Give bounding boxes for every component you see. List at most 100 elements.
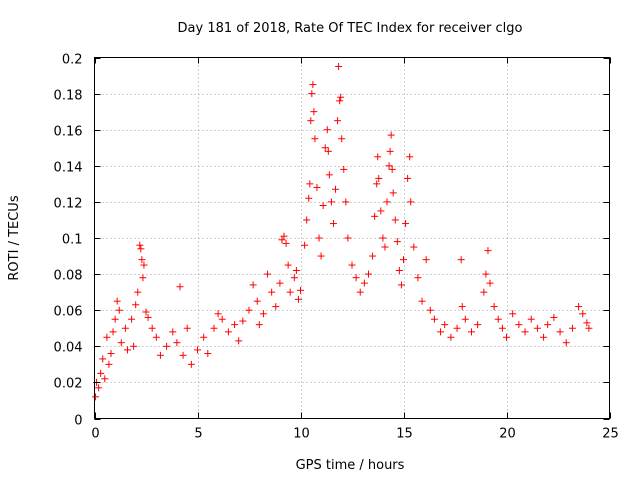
data-point	[278, 236, 286, 244]
data-point	[402, 220, 410, 228]
data-point	[200, 333, 208, 341]
data-point	[218, 315, 226, 323]
x-tick-labels: 0 5 10 15 20 25	[91, 427, 618, 442]
data-point	[329, 220, 337, 228]
data-point	[214, 310, 222, 318]
y-tick-label: 0.18	[54, 89, 83, 104]
data-point	[387, 131, 395, 139]
data-point	[290, 274, 298, 282]
data-point	[140, 261, 148, 269]
data-point	[284, 261, 292, 269]
data-point	[332, 185, 340, 193]
data-point	[255, 321, 263, 329]
x-tick-label: 10	[293, 427, 310, 442]
data-point	[562, 339, 570, 347]
data-point	[323, 126, 331, 134]
data-point	[498, 324, 506, 332]
data-point	[317, 252, 325, 260]
data-point	[395, 266, 403, 274]
data-point	[310, 108, 318, 116]
y-tick-label: 0.06	[54, 305, 83, 320]
data-point	[231, 321, 239, 329]
data-point	[321, 144, 329, 152]
data-point	[383, 198, 391, 206]
data-point	[550, 313, 558, 321]
data-point	[315, 234, 323, 242]
data-point	[187, 360, 195, 368]
data-point	[482, 270, 490, 278]
data-point	[311, 135, 319, 143]
data-point	[585, 324, 593, 332]
data-point	[373, 180, 381, 188]
y-axis-label: ROTI / TECUs	[7, 195, 22, 280]
data-point	[386, 147, 394, 155]
y-tick-label: 0.14	[54, 161, 83, 176]
data-point	[148, 324, 156, 332]
data-point	[410, 243, 418, 251]
data-point	[540, 333, 548, 341]
data-point	[276, 279, 284, 287]
data-point	[480, 288, 488, 296]
data-point	[400, 256, 407, 264]
data-point	[426, 306, 434, 314]
data-point	[381, 243, 389, 251]
data-point	[406, 153, 414, 161]
data-point	[453, 324, 461, 332]
data-point	[292, 266, 300, 274]
data-point	[152, 333, 160, 341]
y-tick-label: 0.1	[62, 233, 83, 248]
y-tick-label: 0.16	[54, 125, 83, 140]
data-point	[142, 308, 150, 316]
data-point	[503, 333, 510, 341]
data-point	[109, 328, 117, 336]
data-point	[306, 180, 314, 188]
data-point	[418, 297, 426, 305]
data-point	[338, 135, 346, 143]
data-point	[309, 81, 317, 89]
data-point	[407, 198, 415, 206]
data-point	[137, 245, 145, 253]
data-point	[467, 328, 475, 336]
data-point	[134, 288, 142, 296]
x-tick-label: 0	[91, 427, 99, 442]
data-point	[301, 241, 309, 249]
grid-lines	[94, 57, 610, 419]
data-point	[136, 241, 144, 249]
data-point	[474, 321, 482, 329]
data-point	[324, 147, 332, 155]
data-point	[364, 270, 372, 278]
data-point	[422, 256, 430, 264]
data-point	[319, 202, 327, 210]
data-point	[305, 194, 313, 202]
data-point	[286, 288, 294, 296]
data-point	[308, 90, 316, 98]
data-point	[249, 281, 257, 289]
data-point	[156, 351, 164, 359]
data-point	[544, 321, 552, 329]
data-point	[169, 328, 177, 336]
data-point	[280, 232, 288, 240]
data-point	[264, 270, 272, 278]
data-point	[369, 252, 377, 260]
data-point	[486, 279, 494, 287]
data-point	[179, 351, 187, 359]
data-point	[521, 328, 529, 336]
data-point	[579, 310, 587, 318]
data-point	[404, 174, 412, 182]
data-point	[494, 315, 502, 323]
data-point	[282, 239, 290, 247]
data-point	[123, 346, 131, 354]
x-tick-label: 20	[499, 427, 516, 442]
data-point	[176, 283, 184, 291]
data-point	[389, 189, 397, 197]
chart-title: Day 181 of 2018, Rate Of TEC Index for r…	[178, 21, 523, 36]
x-axis-label: GPS time / hours	[296, 458, 405, 473]
data-point	[348, 261, 356, 269]
x-tick-label: 15	[396, 427, 413, 442]
data-point	[245, 306, 253, 314]
data-point	[490, 303, 498, 311]
data-point	[268, 288, 276, 296]
data-point	[360, 279, 368, 287]
data-point	[111, 315, 119, 323]
